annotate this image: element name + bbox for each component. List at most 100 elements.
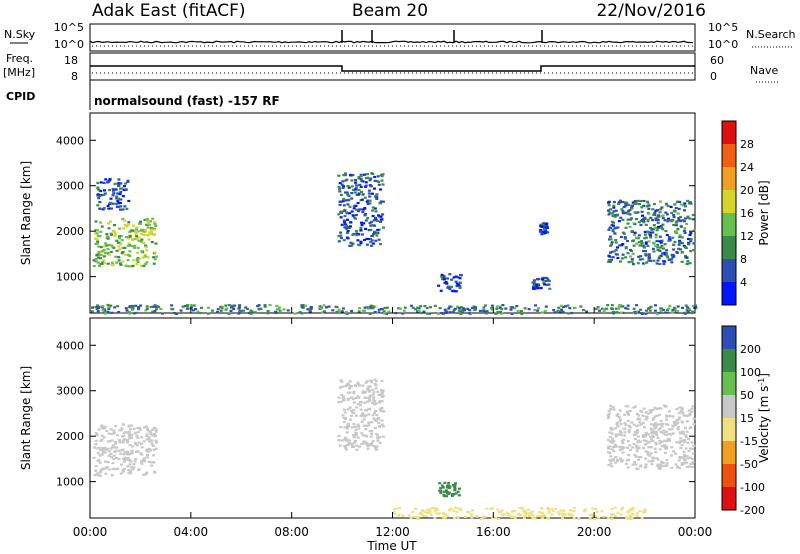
power-ytick-label: 4000 (56, 134, 84, 147)
velocity-ytick-label: 3000 (56, 385, 84, 398)
velocity-cell (373, 403, 377, 406)
velocity-cell (368, 399, 372, 402)
velocity-cell (610, 465, 614, 468)
power-cell (515, 305, 519, 308)
power-cell (546, 231, 550, 234)
power-cell (684, 205, 687, 208)
power-cell (109, 250, 113, 253)
power-cell (327, 305, 331, 308)
nsky-trace (89, 30, 694, 47)
power-cell (647, 259, 651, 262)
velocity-cell (649, 435, 653, 438)
power-cell (143, 255, 147, 258)
velocity-cell (540, 514, 544, 517)
power-cell (440, 275, 444, 278)
velocity-cell (619, 458, 623, 461)
velocity-cell (93, 446, 97, 449)
power-cell (117, 182, 121, 185)
velocity-cell (613, 443, 617, 446)
power-cell (611, 310, 615, 314)
velocity-cell (678, 432, 682, 435)
power-cell (620, 208, 624, 211)
velocity-cell (536, 515, 540, 518)
velocity-cell (355, 444, 359, 447)
velocity-cell (103, 425, 106, 428)
power-cell (548, 287, 552, 290)
velocity-cell (626, 466, 630, 469)
power-cell (145, 249, 149, 252)
power-cell (111, 229, 115, 232)
velocity-cell (445, 495, 449, 498)
power-cell (338, 203, 342, 206)
power-cell (140, 264, 144, 267)
nsky-label: N.Sky (4, 28, 36, 41)
velocity-cell (480, 517, 483, 521)
power-cell (624, 256, 628, 259)
velocity-cell (368, 408, 372, 411)
velocity-cell (519, 513, 523, 517)
velocity-cell (128, 435, 132, 438)
velocity-cell (129, 466, 133, 469)
power-cell (608, 235, 612, 238)
power-cell (145, 223, 149, 226)
velocity-cell (651, 439, 655, 443)
power-cell (338, 190, 342, 193)
power-cell (259, 307, 263, 310)
velocity-cell (658, 463, 662, 466)
power-cell (490, 304, 494, 307)
power-cell (249, 312, 253, 315)
power-cell (439, 289, 443, 292)
power-cell (123, 246, 127, 249)
velocity-cell (676, 421, 680, 424)
velocity-cell (130, 451, 134, 454)
velocity-cell (116, 434, 120, 437)
power-cell (117, 259, 121, 262)
power-cell (636, 237, 640, 240)
power-cell (149, 232, 153, 235)
power-cell (138, 257, 141, 260)
power-cell (117, 178, 121, 181)
velocity-cell (613, 427, 617, 430)
velocity-colorbar-segment (722, 326, 736, 350)
power-cell (416, 306, 420, 309)
velocity-cell (373, 378, 377, 381)
power-cell (112, 246, 116, 249)
power-cell (690, 311, 694, 315)
power-cell (621, 305, 625, 308)
power-cell (101, 305, 105, 308)
velocity-cell (638, 421, 642, 424)
velocity-cell (675, 408, 679, 411)
power-cell (343, 173, 347, 177)
velocity-cell (642, 446, 646, 450)
power-cell (379, 200, 383, 203)
velocity-cell (111, 461, 115, 465)
velocity-cell (392, 507, 396, 510)
power-cell (423, 305, 427, 308)
power-cell (612, 312, 616, 315)
velocity-cell (359, 408, 363, 411)
power-cell (607, 204, 611, 207)
power-cell (663, 243, 667, 246)
power-cell (339, 234, 343, 237)
power-cell (684, 304, 688, 307)
power-cell (348, 212, 352, 215)
velocity-colorbar-segment (722, 487, 736, 511)
power-cell (482, 309, 486, 312)
velocity-cell (453, 486, 457, 489)
velocity-cell (101, 451, 105, 454)
velocity-cell (635, 412, 639, 415)
velocity-cell (638, 455, 641, 459)
power-cell (106, 237, 110, 240)
power-cell (658, 240, 662, 243)
power-cell (106, 180, 110, 183)
power-cell (444, 311, 448, 315)
power-cell (379, 308, 383, 311)
velocity-cell (375, 448, 378, 451)
power-cell (660, 215, 664, 218)
velocity-cell (100, 438, 104, 441)
power-cell (670, 211, 674, 215)
power-cell (146, 226, 150, 229)
velocity-cell (644, 411, 648, 414)
power-cell (483, 304, 487, 307)
power-cell (385, 306, 389, 309)
